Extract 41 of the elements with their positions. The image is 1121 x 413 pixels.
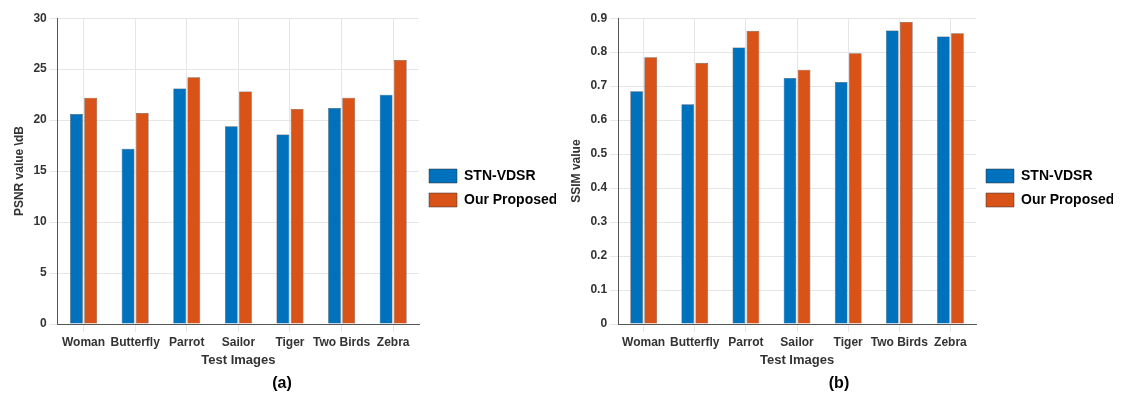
- y-tick-label: 0.7: [590, 78, 608, 93]
- y-tick-label: 15: [33, 163, 48, 178]
- x-tick-label: Sailor: [221, 334, 256, 349]
- x-axis-title: Test Images: [759, 351, 835, 367]
- legend-label: Our Proposed: [1021, 190, 1115, 207]
- y-tick-label: 20: [33, 112, 48, 127]
- x-tick-label: Zebra: [934, 334, 968, 349]
- y-tick-label: 0.4: [590, 180, 608, 195]
- y-tick-label: 0.9: [590, 10, 608, 25]
- y-tick-label: 30: [33, 10, 48, 25]
- y-tick-label: 0.6: [590, 112, 608, 127]
- x-tick-label: Butterfly: [110, 334, 161, 349]
- y-tick-label: 0: [600, 316, 608, 331]
- x-tick-label: Tiger: [275, 334, 305, 349]
- legend-label: STN-VDSR: [464, 166, 536, 183]
- y-axis-title: PSNR value \dB: [11, 125, 26, 217]
- legend-label: Our Proposed: [464, 190, 558, 207]
- x-tick-label: Parrot: [728, 334, 764, 349]
- x-tick-label: Two Birds: [870, 334, 929, 349]
- y-tick-label: 0.1: [590, 282, 608, 297]
- x-tick-label: Tiger: [833, 334, 864, 349]
- text: (a): [271, 374, 293, 392]
- y-tick-label: 0.5: [590, 146, 608, 161]
- y-tick-label: 0: [40, 316, 48, 331]
- y-tick-label: 5: [40, 265, 48, 280]
- y-tick-label: 0.3: [590, 214, 608, 229]
- y-tick-label: 0.2: [590, 248, 608, 263]
- x-axis-title: Test Images: [201, 351, 276, 367]
- legend-label: STN-VDSR: [1021, 166, 1093, 183]
- x-tick-label: Parrot: [169, 334, 205, 349]
- x-tick-label: Woman: [61, 334, 106, 349]
- y-tick-label: 10: [33, 214, 48, 229]
- y-tick-label: 25: [33, 61, 48, 76]
- x-tick-label: Zebra: [376, 334, 410, 349]
- x-tick-label: Woman: [622, 334, 666, 349]
- x-tick-label: Sailor: [780, 334, 815, 349]
- y-tick-label: 0.8: [590, 44, 608, 59]
- y-axis-title: SSIM value: [568, 139, 583, 203]
- x-tick-label: Two Birds: [313, 334, 371, 349]
- text: (b): [827, 374, 851, 392]
- x-tick-label: Butterfly: [670, 334, 720, 349]
